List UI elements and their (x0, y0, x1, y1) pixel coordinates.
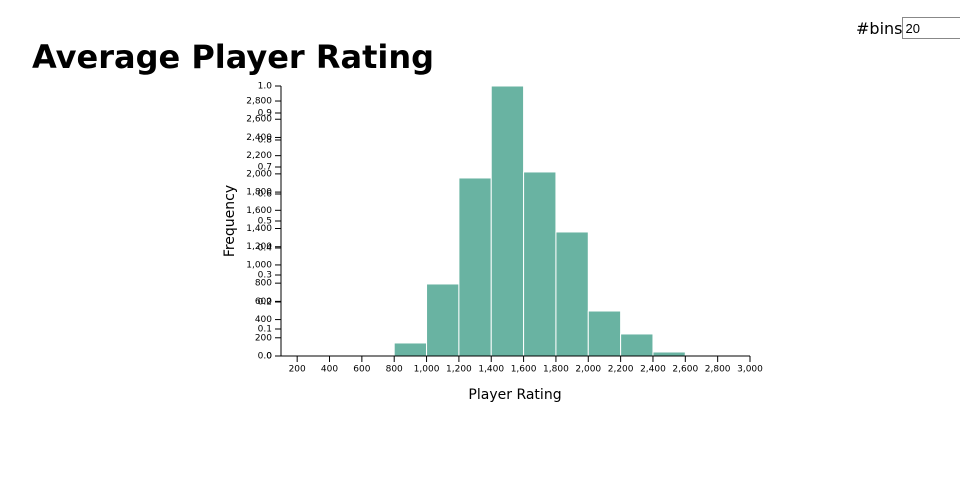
bar (620, 333, 654, 357)
x-tick-label: 2,000 (575, 365, 601, 375)
y2-tick-label: 0.0 (258, 352, 273, 362)
x-tick-label: 600 (353, 365, 370, 375)
y-tick-label: 1,200 (246, 242, 272, 252)
x-tick-label: 2,200 (608, 365, 634, 375)
x-tick-label: 1,800 (543, 365, 569, 375)
bar (652, 351, 686, 357)
x-tick-label: 2,600 (672, 365, 698, 375)
x-tick-label: 1,600 (511, 365, 537, 375)
x-tick-label: 200 (289, 365, 306, 375)
x-tick-label: 1,400 (478, 365, 504, 375)
chart-title: Average Player Rating (32, 38, 435, 76)
y2-tick-label: 0.4 (258, 244, 273, 254)
y-tick-label: 2,200 (246, 151, 272, 161)
y-tick-label: 2,000 (246, 169, 272, 179)
x-tick-label: 1,000 (414, 365, 440, 375)
y2-tick-label: 0.1 (258, 325, 272, 335)
y-tick-label: 0 (266, 352, 272, 362)
y2-tick-label: 0.3 (258, 271, 272, 281)
x-axis-label: Player Rating (468, 387, 561, 403)
x-tick-label: 2,800 (705, 365, 731, 375)
y2-tick-label: 0.8 (258, 136, 273, 146)
y-tick-label: 2,400 (246, 133, 272, 143)
x-tick-label: 800 (386, 365, 403, 375)
y-tick-label: 1,400 (246, 224, 272, 234)
y-axis-label: Frequency (222, 185, 238, 257)
y-tick-label: 800 (255, 279, 272, 289)
y-tick-label: 2,600 (246, 115, 272, 125)
y-tick-label: 200 (255, 333, 272, 343)
y-tick-label: 400 (255, 315, 272, 325)
x-tick-label: 2,400 (640, 365, 666, 375)
bar (523, 171, 557, 357)
bins-control: #bins (856, 17, 960, 39)
bar (426, 283, 460, 357)
y2-tick-label: 1.0 (258, 82, 273, 92)
x-tick-label: 1,200 (446, 365, 472, 375)
bar (393, 342, 428, 357)
x-tick-label: 400 (321, 365, 338, 375)
x-tick-label: 3,000 (737, 365, 763, 375)
bar (458, 177, 492, 357)
bar (587, 310, 622, 357)
y2-tick-label: 0.6 (258, 190, 273, 200)
y-tick-label: 600 (255, 297, 272, 307)
bins-input[interactable] (902, 17, 960, 39)
y-tick-label: 1,600 (246, 206, 272, 216)
y-tick-label: 2,800 (246, 97, 272, 107)
bar (490, 85, 525, 357)
y2-tick-label: 0.5 (258, 217, 272, 227)
bins-label: #bins (856, 18, 903, 38)
y-tick-label: 1,800 (246, 188, 272, 198)
y-tick-label: 1,000 (246, 260, 272, 270)
y2-tick-label: 0.9 (258, 109, 273, 119)
y2-tick-label: 0.2 (258, 298, 272, 308)
y2-tick-label: 0.7 (258, 163, 272, 173)
bar (555, 231, 589, 357)
